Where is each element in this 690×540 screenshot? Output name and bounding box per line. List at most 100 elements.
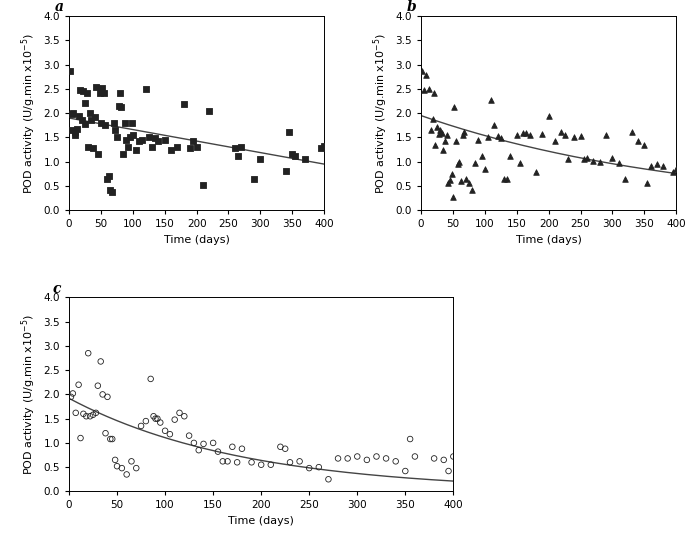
Point <box>208 438 219 447</box>
Point <box>119 119 130 127</box>
Point <box>287 150 298 159</box>
Point <box>495 134 506 143</box>
Point <box>70 131 81 139</box>
Point <box>66 110 77 118</box>
Point <box>232 458 243 467</box>
Point <box>633 137 644 146</box>
Point <box>90 409 101 417</box>
Point <box>466 185 477 194</box>
Point <box>68 109 79 118</box>
Point <box>390 457 401 465</box>
Point <box>152 414 163 423</box>
Point <box>112 462 123 470</box>
Point <box>135 422 146 430</box>
Point <box>198 440 209 448</box>
Point <box>430 140 441 149</box>
Point <box>78 409 89 418</box>
Point <box>453 160 464 168</box>
Point <box>66 393 77 401</box>
Point <box>100 121 111 130</box>
Point <box>79 99 90 108</box>
Point <box>482 133 493 141</box>
Point <box>626 127 637 136</box>
Point <box>323 475 334 484</box>
Point <box>613 158 624 167</box>
Point <box>150 414 161 423</box>
Point <box>518 129 529 137</box>
Point <box>117 464 128 472</box>
Point <box>620 174 631 183</box>
Point <box>433 129 444 138</box>
Point <box>191 143 202 151</box>
Y-axis label: POD activity (U/g.min x10$^{-5}$): POD activity (U/g.min x10$^{-5}$) <box>371 33 390 193</box>
Point <box>89 113 100 122</box>
Point <box>105 435 116 443</box>
Point <box>459 127 470 136</box>
X-axis label: Time (days): Time (days) <box>164 235 230 245</box>
Point <box>99 89 110 97</box>
Point <box>246 458 257 467</box>
Point <box>502 174 513 183</box>
Point <box>97 84 108 92</box>
Point <box>454 157 465 166</box>
Point <box>671 165 682 173</box>
Point <box>85 412 96 421</box>
Point <box>152 137 164 146</box>
Point <box>515 158 526 167</box>
Point <box>562 155 573 164</box>
Point <box>75 85 86 94</box>
Point <box>95 119 106 127</box>
Point <box>470 158 481 167</box>
Point <box>248 174 259 183</box>
Point <box>164 430 175 438</box>
Point <box>419 85 430 94</box>
Point <box>444 176 455 185</box>
Point <box>428 454 440 463</box>
Point <box>428 89 440 97</box>
Point <box>90 82 101 91</box>
Point <box>537 129 548 138</box>
Point <box>121 470 132 479</box>
Point <box>658 161 669 170</box>
Point <box>81 89 92 97</box>
Y-axis label: POD activity (U/g.min x10$^{-5}$): POD activity (U/g.min x10$^{-5}$) <box>19 33 38 193</box>
Point <box>299 155 310 164</box>
Point <box>313 463 324 471</box>
Point <box>448 103 460 112</box>
Point <box>492 132 503 141</box>
Point <box>427 114 438 123</box>
Point <box>83 349 94 357</box>
Point <box>76 116 87 125</box>
Point <box>81 412 92 421</box>
Point <box>67 126 78 134</box>
Point <box>594 157 605 166</box>
Point <box>543 111 554 120</box>
Point <box>524 131 535 139</box>
Point <box>236 143 247 151</box>
Point <box>121 136 132 144</box>
Point <box>435 126 446 134</box>
Point <box>94 89 105 97</box>
Point <box>315 144 326 152</box>
Point <box>607 153 618 162</box>
Point <box>227 442 238 451</box>
Point <box>476 152 487 160</box>
Point <box>137 136 148 144</box>
Point <box>127 131 138 139</box>
Point <box>97 390 108 399</box>
Point <box>174 409 185 417</box>
Point <box>464 179 475 188</box>
Point <box>342 454 353 463</box>
Point <box>498 174 509 183</box>
Point <box>255 155 266 164</box>
Point <box>159 427 170 435</box>
Point <box>578 155 589 164</box>
Point <box>169 415 180 424</box>
Point <box>172 143 183 151</box>
Point <box>88 144 99 152</box>
Point <box>457 131 468 139</box>
Point <box>113 102 124 110</box>
Point <box>352 452 363 461</box>
Point <box>95 357 106 366</box>
Point <box>150 134 161 143</box>
